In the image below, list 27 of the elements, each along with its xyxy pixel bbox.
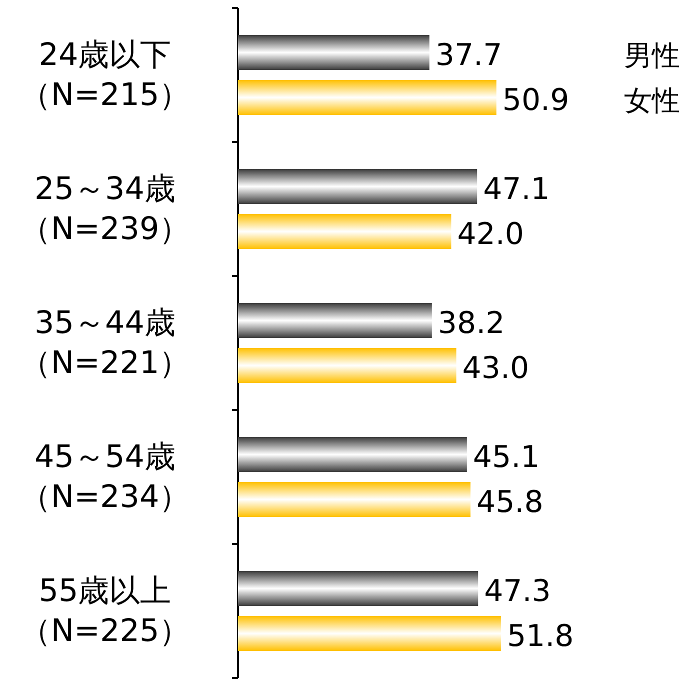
bar: [238, 303, 432, 338]
data-label: 43.0: [462, 351, 530, 386]
data-label: 37.7: [435, 38, 502, 73]
y-tick-label: 55歳以上（N=225）: [20, 573, 190, 649]
data-label: 50.9: [502, 83, 570, 118]
data-label: 51.8: [506, 619, 574, 654]
data-label: 45.1: [472, 440, 540, 475]
bar: [238, 616, 501, 651]
data-label: 45.8: [476, 485, 544, 520]
y-tick-label: 25～34歳（N=239）: [20, 171, 190, 247]
bar: [238, 437, 467, 472]
bar: [238, 169, 478, 204]
data-label: 42.0: [457, 217, 524, 252]
bar: [238, 80, 496, 115]
data-label: 47.1: [483, 172, 550, 207]
data-label: 47.3: [484, 574, 551, 609]
y-tick-label: 45～54歳（N=234）: [20, 439, 190, 515]
bar: [238, 35, 430, 70]
bar: [238, 482, 470, 517]
bar: [238, 214, 452, 249]
text: 女性: [624, 84, 680, 117]
y-tick-label: 24歳以下（N=215）: [20, 37, 190, 113]
y-tick-label: 35～44歳（N=221）: [20, 305, 190, 381]
bar: [238, 348, 456, 383]
data-label: 38.2: [438, 306, 505, 341]
text: 男性: [624, 39, 680, 72]
bar: [238, 571, 478, 606]
